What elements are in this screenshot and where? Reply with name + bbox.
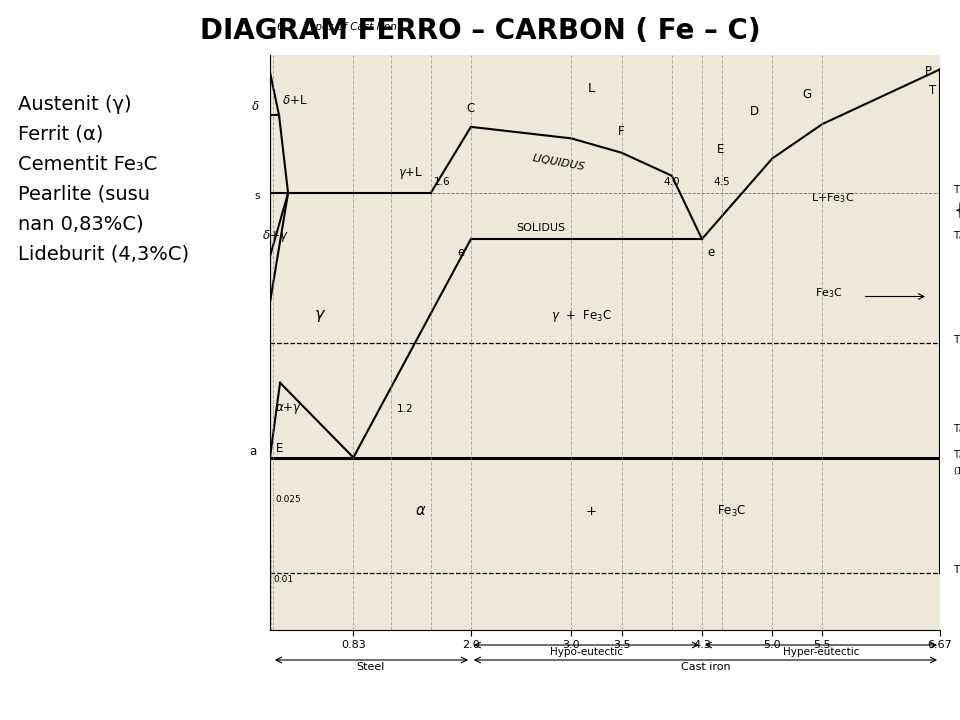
Text: +: +: [586, 505, 597, 518]
Text: nan 0,83%C): nan 0,83%C): [18, 215, 144, 234]
Text: Cast iron: Cast iron: [681, 662, 731, 672]
Text: T₃: T₃: [953, 564, 960, 575]
Text: 1.6: 1.6: [434, 177, 450, 187]
Text: 1.2: 1.2: [397, 403, 414, 413]
Text: Tₑ: Tₑ: [953, 425, 960, 434]
Text: $\delta$+L: $\delta$+L: [282, 94, 308, 107]
Text: {: {: [953, 201, 960, 220]
Text: $\gamma$: $\gamma$: [314, 308, 326, 325]
Text: $\delta$+$\gamma$: $\delta$+$\gamma$: [262, 228, 288, 244]
Text: E: E: [717, 143, 725, 156]
Text: G: G: [803, 88, 812, 101]
Text: 4.5: 4.5: [713, 177, 731, 187]
Text: Fe$_3$C: Fe$_3$C: [717, 504, 747, 519]
Text: 4.0: 4.0: [663, 177, 680, 187]
Text: L: L: [588, 82, 595, 95]
Text: E: E: [276, 441, 283, 454]
Text: SOLIDUS: SOLIDUS: [516, 223, 565, 233]
Text: D: D: [750, 105, 758, 118]
Text: T₁: T₁: [953, 185, 960, 195]
Text: 0.01: 0.01: [273, 575, 293, 585]
Text: $\alpha$: $\alpha$: [415, 503, 426, 518]
Text: T: T: [929, 84, 937, 96]
Text: Fe$_3$C: Fe$_3$C: [815, 287, 843, 300]
Text: a: a: [250, 445, 256, 458]
Text: $\alpha$+$\gamma$: $\alpha$+$\gamma$: [275, 402, 301, 416]
Text: Hypo-eutectic: Hypo-eutectic: [550, 647, 623, 657]
Text: Tₑ: Tₑ: [953, 449, 960, 459]
Text: 159: 159: [905, 60, 940, 78]
Text: Ferrit (α): Ferrit (α): [18, 125, 104, 144]
Text: Cementit Fe₃C: Cementit Fe₃C: [18, 155, 157, 174]
Text: e': e': [457, 246, 468, 259]
Text: $\gamma$  +  Fe$_3$C: $\gamma$ + Fe$_3$C: [551, 308, 612, 325]
Text: s: s: [254, 191, 260, 201]
Text: Hyper-eutectic: Hyper-eutectic: [782, 647, 859, 657]
Text: T₂: T₂: [953, 335, 960, 345]
Text: e: e: [708, 246, 714, 259]
Text: $\delta$: $\delta$: [252, 99, 260, 112]
Text: Steel: Steel: [356, 662, 385, 672]
Text: P: P: [924, 65, 931, 78]
Text: C: C: [467, 102, 475, 115]
Text: F: F: [618, 125, 625, 138]
Text: Lideburit (4,3%C): Lideburit (4,3%C): [18, 245, 189, 264]
Text: (1333°F): (1333°F): [953, 467, 960, 477]
Text: 0.025: 0.025: [276, 495, 301, 504]
Text: Austenit (γ): Austenit (γ): [18, 95, 132, 114]
Text: Tₑ: Tₑ: [953, 231, 960, 241]
Text: LIQUIDUS: LIQUIDUS: [531, 153, 586, 172]
Text: $\gamma$+L: $\gamma$+L: [398, 165, 423, 181]
Text: DIAGRAM FERRO – CARBON ( Fe – C): DIAGRAM FERRO – CARBON ( Fe – C): [200, 17, 760, 45]
Text: 6-2   Types of Cast Iron: 6-2 Types of Cast Iron: [276, 22, 396, 32]
Text: L+Fe$_3$C: L+Fe$_3$C: [811, 192, 854, 205]
Text: Pearlite (susu: Pearlite (susu: [18, 185, 150, 204]
